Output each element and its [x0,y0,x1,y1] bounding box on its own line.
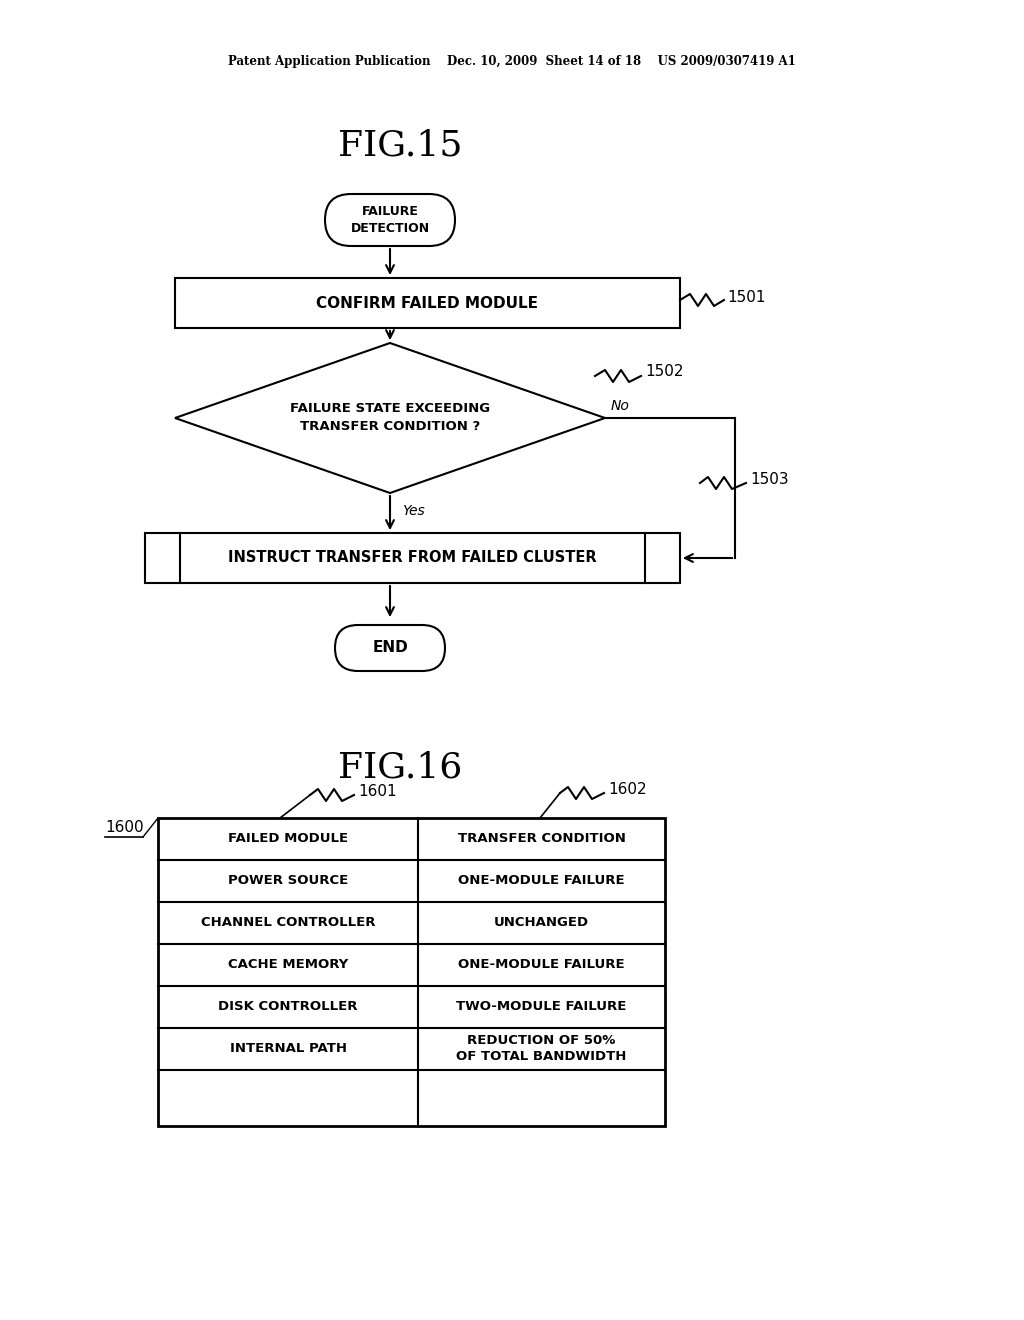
FancyBboxPatch shape [158,818,665,1126]
Text: 1503: 1503 [750,471,788,487]
Text: ONE-MODULE FAILURE: ONE-MODULE FAILURE [458,958,625,972]
Text: CACHE MEMORY: CACHE MEMORY [228,958,348,972]
Text: Patent Application Publication    Dec. 10, 2009  Sheet 14 of 18    US 2009/03074: Patent Application Publication Dec. 10, … [228,55,796,69]
Text: ONE-MODULE FAILURE: ONE-MODULE FAILURE [458,874,625,887]
Text: Yes: Yes [402,504,425,517]
Text: INTERNAL PATH: INTERNAL PATH [229,1043,346,1056]
Text: TWO-MODULE FAILURE: TWO-MODULE FAILURE [457,1001,627,1014]
Text: 1602: 1602 [608,783,646,797]
Text: INSTRUCT TRANSFER FROM FAILED CLUSTER: INSTRUCT TRANSFER FROM FAILED CLUSTER [228,550,597,565]
Text: POWER SOURCE: POWER SOURCE [228,874,348,887]
Text: 1600: 1600 [105,821,143,836]
Text: FAILURE
DETECTION: FAILURE DETECTION [350,205,429,235]
FancyBboxPatch shape [325,194,455,246]
Text: DISK CONTROLLER: DISK CONTROLLER [218,1001,357,1014]
Text: 1601: 1601 [358,784,396,800]
Text: CHANNEL CONTROLLER: CHANNEL CONTROLLER [201,916,375,929]
Text: FAILURE STATE EXCEEDING
TRANSFER CONDITION ?: FAILURE STATE EXCEEDING TRANSFER CONDITI… [290,403,490,433]
Text: REDUCTION OF 50%
OF TOTAL BANDWIDTH: REDUCTION OF 50% OF TOTAL BANDWIDTH [457,1035,627,1064]
FancyBboxPatch shape [145,533,680,583]
Text: No: No [611,399,630,413]
Text: CONFIRM FAILED MODULE: CONFIRM FAILED MODULE [316,296,539,310]
Text: TRANSFER CONDITION: TRANSFER CONDITION [458,833,626,846]
FancyBboxPatch shape [175,279,680,327]
FancyBboxPatch shape [335,624,445,671]
Text: FIG.16: FIG.16 [338,751,462,785]
Text: END: END [372,640,408,656]
Text: FAILED MODULE: FAILED MODULE [228,833,348,846]
Text: FIG.15: FIG.15 [338,128,462,162]
Text: 1502: 1502 [645,364,683,380]
Text: UNCHANGED: UNCHANGED [494,916,589,929]
Text: 1501: 1501 [727,290,766,305]
Polygon shape [175,343,605,492]
